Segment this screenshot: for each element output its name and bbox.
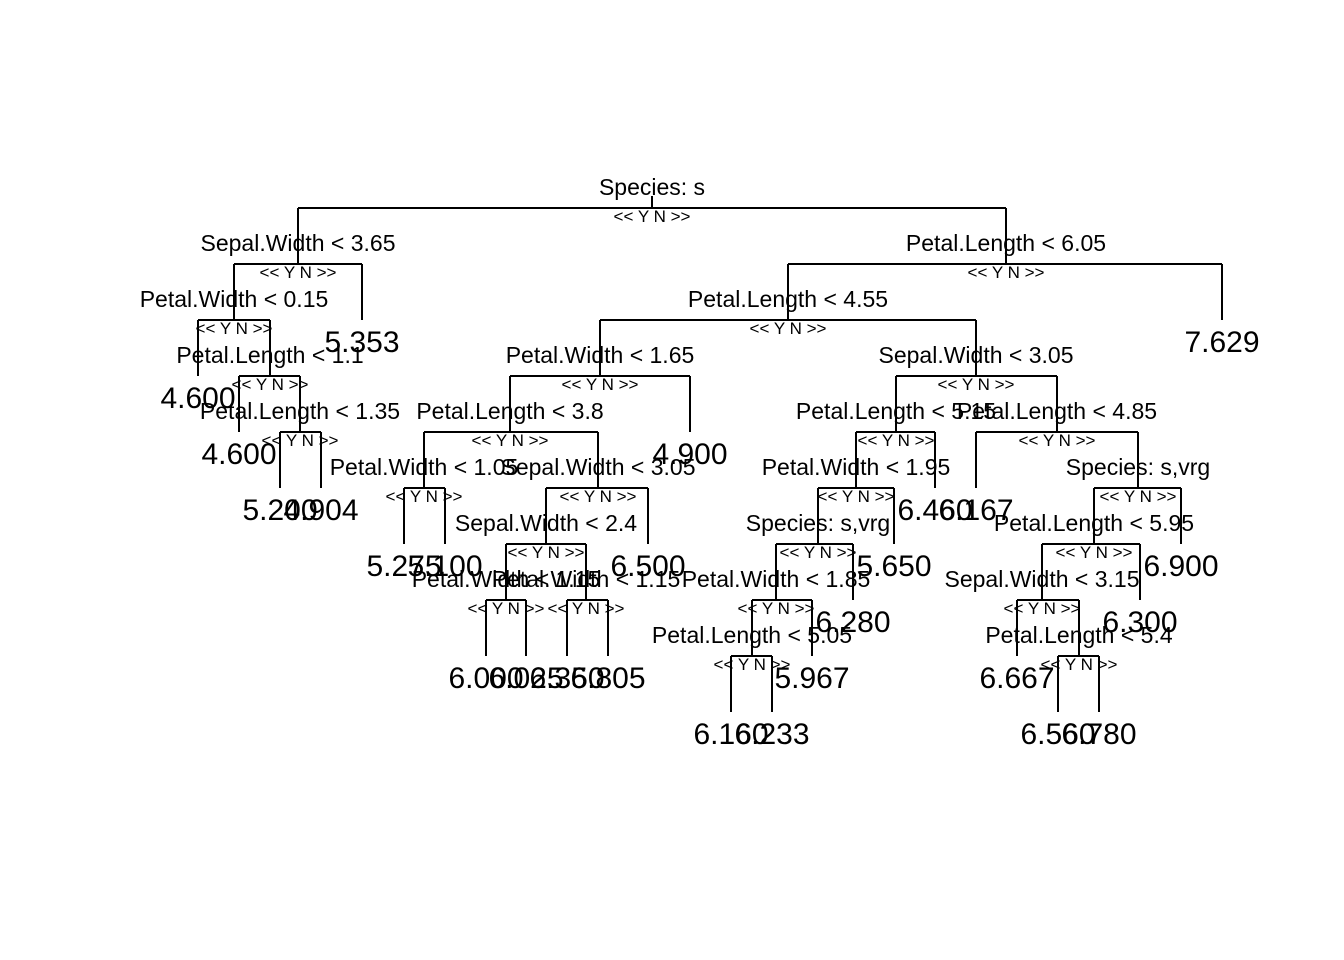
- leaf-value-L20: 6.167: [938, 494, 1013, 527]
- leaf-value-L1: 4.600: [160, 382, 235, 415]
- split-label-n6: Petal.Length < 6.05: [906, 230, 1106, 256]
- yes-no-marker-n24: << Y N >>: [1004, 599, 1081, 618]
- yes-no-marker-n1: << Y N >>: [614, 207, 691, 226]
- leaf-value-L2: 4.600: [201, 438, 276, 471]
- leaf-value-L11: 6.805: [570, 662, 645, 695]
- split-label-n4: Petal.Length < 1.1: [176, 342, 363, 368]
- leaf-value-L15: 6.233: [734, 718, 809, 751]
- leaf-value-L12: 6.500: [610, 550, 685, 583]
- leaf-value-L9: 6.025: [488, 662, 563, 695]
- split-label-n10: Petal.Width < 1.05: [330, 454, 519, 480]
- split-label-n9: Petal.Length < 3.8: [416, 398, 603, 424]
- split-label-n16: Petal.Length < 5.15: [796, 398, 996, 424]
- leaf-value-L23: 6.667: [979, 662, 1054, 695]
- split-label-n8: Petal.Width < 1.65: [506, 342, 695, 368]
- leaf-value-L18: 5.650: [856, 550, 931, 583]
- yes-no-marker-n22: << Y N >>: [1100, 487, 1177, 506]
- tree-labels: Species: s << Y N >> Sepal.Width < 3.65 << …: [140, 174, 1260, 751]
- yes-no-marker-n15: << Y N >>: [938, 375, 1015, 394]
- leaf-value-L7: 5.100: [407, 550, 482, 583]
- split-label-n12: Sepal.Width < 2.4: [455, 510, 637, 536]
- yes-no-marker-n13: << Y N >>: [468, 599, 545, 618]
- leaf-value-L24: 6.300: [1102, 606, 1177, 639]
- yes-no-marker-n2: << Y N >>: [260, 263, 337, 282]
- leaf-value-L22: 6.780: [1061, 718, 1136, 751]
- leaf-value-L19: 6.460: [897, 494, 972, 527]
- yes-no-marker-n9: << Y N >>: [472, 431, 549, 450]
- split-label-n24: Sepal.Width < 3.15: [945, 566, 1140, 592]
- split-label-n14: Petal.Width < 1.15: [492, 566, 681, 592]
- split-label-n3: Petal.Width < 0.15: [140, 286, 329, 312]
- split-label-n17: Petal.Width < 1.95: [762, 454, 951, 480]
- leaf-value-L21: 6.560: [1020, 718, 1095, 751]
- yes-no-marker-n3: << Y N >>: [196, 319, 273, 338]
- leaf-value-L10: 6.350: [529, 662, 604, 695]
- leaf-value-L8: 6.000: [448, 662, 523, 695]
- split-label-n13: Petal.Width < 1.15: [412, 566, 601, 592]
- split-label-n18: Species: s,vrg: [746, 510, 890, 536]
- yes-no-marker-n19: << Y N >>: [738, 599, 815, 618]
- yes-no-marker-n7: << Y N >>: [750, 319, 827, 338]
- leaf-value-L3: 5.200: [242, 494, 317, 527]
- leaf-value-L5: 5.353: [324, 326, 399, 359]
- yes-no-marker-n23: << Y N >>: [1056, 543, 1133, 562]
- split-label-n5: Petal.Length < 1.35: [200, 398, 400, 424]
- yes-no-marker-n12: << Y N >>: [508, 543, 585, 562]
- leaf-value-L25: 6.900: [1143, 550, 1218, 583]
- yes-no-marker-n16: << Y N >>: [858, 431, 935, 450]
- leaf-value-L17: 6.280: [815, 606, 890, 639]
- yes-no-marker-n11: << Y N >>: [560, 487, 637, 506]
- yes-no-marker-n10: << Y N >>: [386, 487, 463, 506]
- yes-no-marker-n4: << Y N >>: [232, 375, 309, 394]
- split-label-n20: Petal.Length < 5.05: [652, 622, 852, 648]
- split-label-n23: Petal.Length < 5.95: [994, 510, 1194, 536]
- leaf-value-L6: 5.275: [366, 550, 441, 583]
- split-label-n19: Petal.Width < 1.85: [682, 566, 871, 592]
- yes-no-marker-n6: << Y N >>: [968, 263, 1045, 282]
- yes-no-marker-n18: << Y N >>: [780, 543, 857, 562]
- leaf-value-L13: 4.900: [652, 438, 727, 471]
- split-label-n11: Sepal.Width < 3.05: [501, 454, 696, 480]
- leaf-value-L26: 7.629: [1184, 326, 1259, 359]
- split-label-n15: Sepal.Width < 3.05: [879, 342, 1074, 368]
- leaf-value-L14: 6.160: [693, 718, 768, 751]
- leaf-value-L16: 5.967: [774, 662, 849, 695]
- split-label-n25: Petal.Length < 5.4: [985, 622, 1173, 648]
- leaf-value-L4: 4.904: [283, 494, 358, 527]
- split-label-n21: Petal.Length < 4.85: [957, 398, 1157, 424]
- split-label-n2: Sepal.Width < 3.65: [201, 230, 396, 256]
- tree-edges: [197, 196, 1223, 712]
- split-label-n1: Species: s: [599, 174, 705, 200]
- yes-no-marker-n25: << Y N >>: [1041, 655, 1118, 674]
- yes-no-marker-n14: << Y N >>: [548, 599, 625, 618]
- split-label-n7: Petal.Length < 4.55: [688, 286, 888, 312]
- yes-no-marker-n20: << Y N >>: [714, 655, 791, 674]
- yes-no-marker-n21: << Y N >>: [1019, 431, 1096, 450]
- yes-no-marker-n17: << Y N >>: [818, 487, 895, 506]
- yes-no-marker-n5: << Y N >>: [262, 431, 339, 450]
- yes-no-marker-n8: << Y N >>: [562, 375, 639, 394]
- split-label-n22: Species: s,vrg: [1066, 454, 1210, 480]
